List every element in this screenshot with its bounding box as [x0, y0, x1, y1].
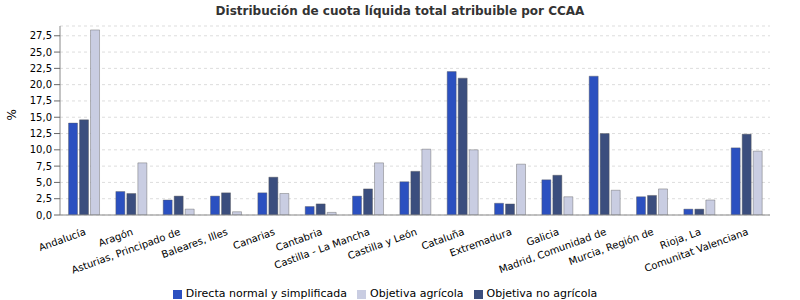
svg-text:0,0: 0,0 — [36, 210, 52, 221]
svg-text:17,5: 17,5 — [30, 95, 52, 106]
svg-text:Cantabria: Cantabria — [274, 226, 324, 254]
svg-text:Extremadura: Extremadura — [448, 226, 513, 259]
svg-text:2,5: 2,5 — [36, 193, 52, 204]
html-text:Distribución de cuota líquida: Distribución de cuota líquida total atri… — [215, 4, 585, 18]
svg-text:Andalucía: Andalucía — [37, 226, 87, 253]
html-text:Objetiva agrícola: Objetiva agrícola — [370, 287, 464, 300]
svg-text:7,5: 7,5 — [36, 161, 52, 172]
svg-text:Castilla y León: Castilla y León — [346, 226, 418, 261]
svg-text:12,5: 12,5 — [30, 128, 52, 139]
svg-text:Baleares, Illes: Baleares, Illes — [160, 226, 229, 260]
html-text:Directa normal y simplificada: Directa normal y simplificada — [185, 287, 348, 300]
svg-text:Madrid, Comunidad de: Madrid, Comunidad de — [497, 226, 608, 276]
svg-text:Cataluña: Cataluña — [419, 226, 466, 252]
svg-text:Rioja, La: Rioja, La — [658, 226, 703, 251]
svg-text:25,0: 25,0 — [30, 47, 52, 58]
svg-text:Galicia: Galicia — [524, 226, 561, 248]
svg-text:Murcia, Región de: Murcia, Región de — [567, 226, 655, 267]
svg-text:10,0: 10,0 — [30, 144, 52, 155]
svg-text:Aragón: Aragón — [96, 226, 135, 249]
html-text:Objetiva no agrícola: Objetiva no agrícola — [486, 287, 598, 300]
svg-text:15,0: 15,0 — [30, 112, 52, 123]
svg-text:27,5: 27,5 — [30, 30, 52, 41]
svg-text:20,0: 20,0 — [30, 79, 52, 90]
svg-text:%: % — [8, 109, 19, 120]
svg-text:22,5: 22,5 — [30, 63, 52, 74]
svg-text:Canarias: Canarias — [231, 226, 276, 251]
svg-text:Castilla - La Mancha: Castilla - La Mancha — [272, 226, 372, 271]
svg-text:Asturias, Principado de: Asturias, Principado de — [70, 226, 182, 276]
svg-text:Comunitat Valenciana: Comunitat Valenciana — [643, 226, 750, 274]
svg-text:5,0: 5,0 — [36, 177, 52, 188]
